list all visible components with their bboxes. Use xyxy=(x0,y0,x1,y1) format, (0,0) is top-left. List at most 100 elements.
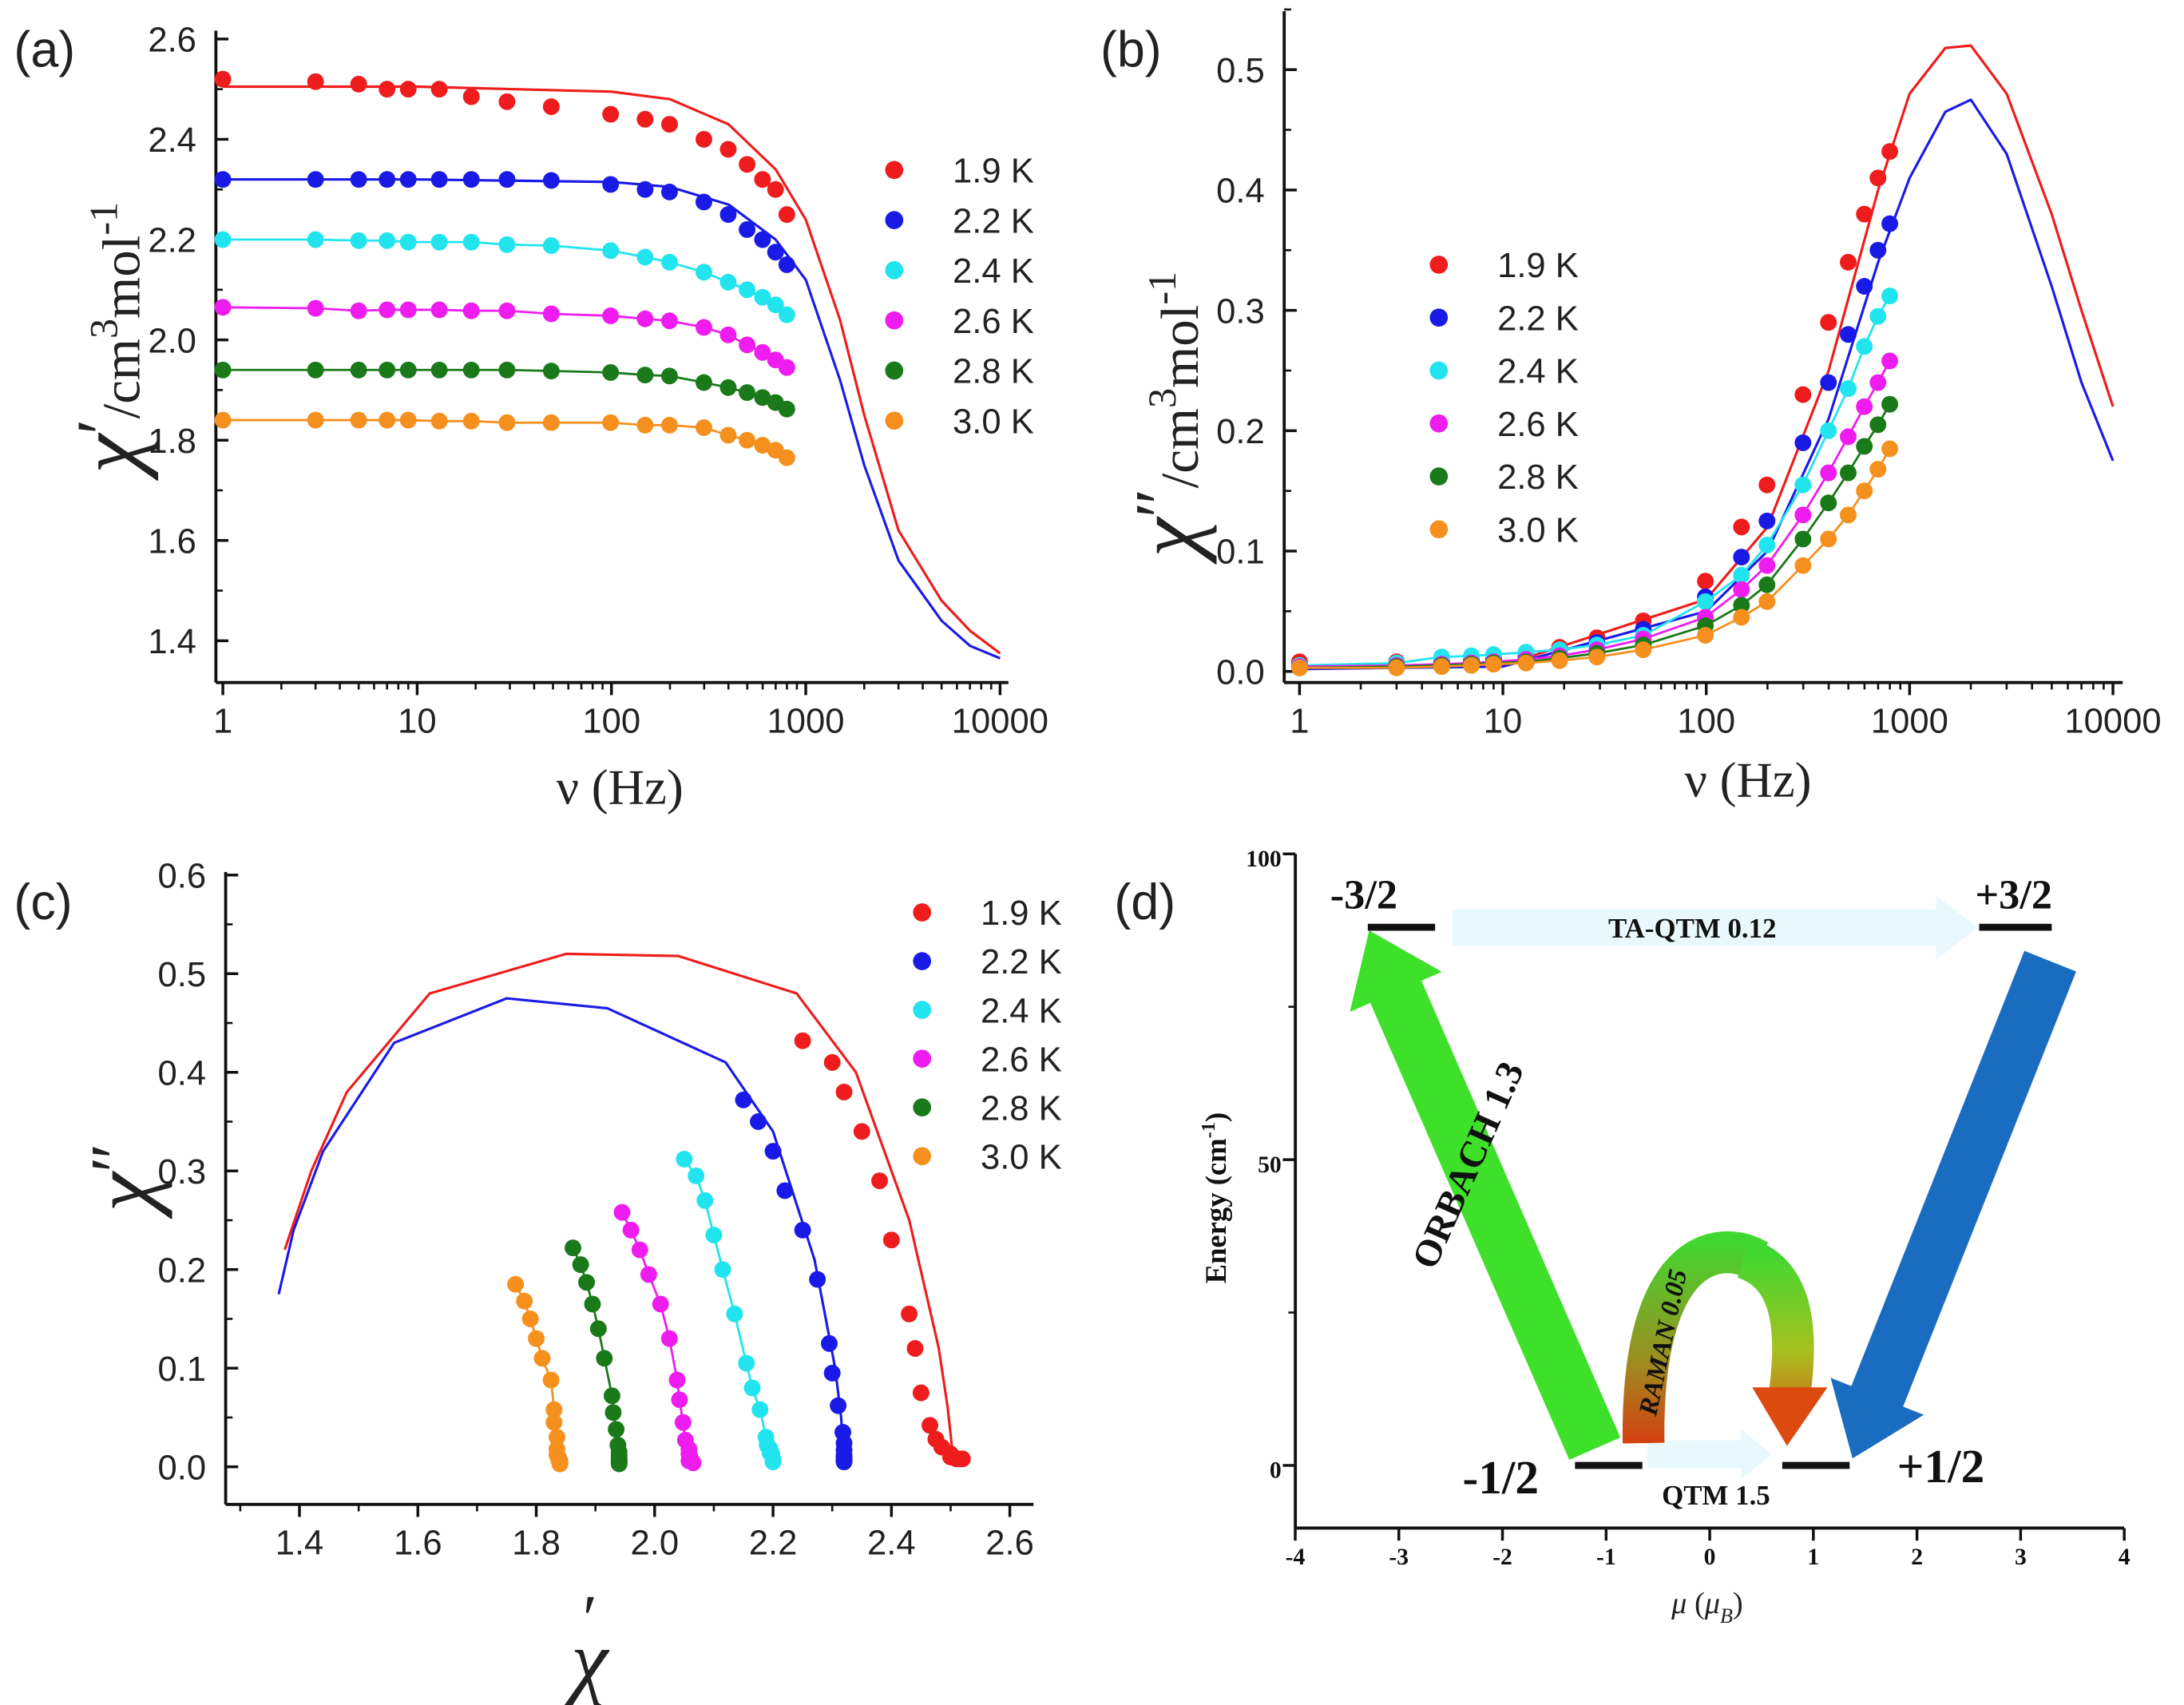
data-point xyxy=(1840,253,1857,271)
data-point xyxy=(823,1364,841,1382)
data-point xyxy=(1869,241,1887,259)
data-point xyxy=(350,302,367,319)
ta-qtm-label: TA-QTM 0.12 xyxy=(1608,913,1777,944)
data-point xyxy=(549,1441,565,1457)
y-tick-label: 0.0 xyxy=(1216,653,1265,692)
level-label: +1/2 xyxy=(1897,1440,1985,1493)
data-point xyxy=(739,221,756,238)
x-tick-label: 2.0 xyxy=(630,1525,679,1563)
data-point xyxy=(1840,464,1857,482)
data-point xyxy=(307,171,324,188)
data-point xyxy=(1881,440,1899,458)
x-tick-label: -3 xyxy=(1389,1544,1409,1570)
y-tick-label: 0.1 xyxy=(1216,533,1265,572)
legend-label: 1.9 K xyxy=(981,894,1062,933)
data-point xyxy=(498,414,516,431)
data-point xyxy=(738,1354,755,1372)
data-point xyxy=(778,206,795,224)
data-point xyxy=(1635,641,1652,659)
data-point xyxy=(1840,326,1857,343)
panel-label-a: (a) xyxy=(14,22,75,78)
legend-label: 2.2 K xyxy=(981,943,1062,981)
data-point xyxy=(696,130,712,148)
data-point xyxy=(1881,143,1899,161)
legend-c: 1.9 K 2.2 K 2.4 K 2.6 K 2.8 K 3.0 K xyxy=(913,894,1062,1176)
data-point xyxy=(350,171,367,188)
data-point xyxy=(636,180,654,198)
data-point xyxy=(739,336,756,354)
data-point xyxy=(1856,438,1873,455)
data-point xyxy=(462,233,480,251)
series-c-3-points xyxy=(613,1203,702,1472)
y-tick-label: 0.2 xyxy=(1216,413,1265,451)
data-point xyxy=(906,1340,924,1357)
legend-marker xyxy=(1429,414,1449,433)
data-point xyxy=(542,414,560,431)
data-point xyxy=(545,1414,563,1431)
x-tick-label: -1 xyxy=(1596,1544,1616,1570)
data-point xyxy=(668,1371,686,1389)
data-point xyxy=(533,1350,551,1367)
data-point xyxy=(853,1123,870,1140)
data-point xyxy=(767,296,784,314)
legend-label: 2.8 K xyxy=(981,1089,1062,1128)
data-point xyxy=(735,1091,752,1108)
data-point xyxy=(922,1417,938,1434)
series-a-1-points xyxy=(214,171,795,273)
data-point xyxy=(1869,307,1887,325)
data-point xyxy=(636,248,654,266)
fit-curve xyxy=(277,997,846,1465)
data-point xyxy=(602,363,620,381)
data-point xyxy=(399,361,417,379)
data-point xyxy=(307,231,324,248)
x-axis-label-d: μ (μB) xyxy=(1671,1587,1743,1628)
data-point xyxy=(640,1266,657,1283)
data-point xyxy=(901,1305,918,1322)
series-a-4-points xyxy=(214,361,795,418)
data-point xyxy=(1697,627,1714,644)
data-point xyxy=(1758,576,1776,593)
data-point xyxy=(1794,386,1812,403)
data-point xyxy=(636,416,654,434)
data-point xyxy=(823,1053,841,1071)
data-point xyxy=(1820,314,1837,331)
data-point xyxy=(739,384,756,402)
data-point xyxy=(660,416,678,434)
data-point xyxy=(608,1421,625,1438)
x-tick-label: 2.2 xyxy=(749,1525,798,1563)
data-point xyxy=(399,81,417,98)
data-point xyxy=(719,379,737,396)
data-point xyxy=(528,1330,545,1347)
x-tick-label: 10000 xyxy=(2064,702,2161,740)
data-point xyxy=(696,193,712,211)
legend-marker xyxy=(1429,520,1449,539)
data-point xyxy=(572,1256,589,1274)
data-point xyxy=(613,1203,631,1221)
data-point xyxy=(214,361,232,379)
data-point xyxy=(794,1221,811,1239)
x-tick-label: 1.4 xyxy=(275,1525,324,1563)
y-tick-label: 0.5 xyxy=(158,956,207,994)
data-point xyxy=(596,1350,613,1367)
data-point xyxy=(1733,609,1750,626)
y-axis-label-d: Energy (cm-1) xyxy=(1198,1112,1232,1284)
series-c-5-points xyxy=(507,1275,569,1473)
x-axis-label-c: χ′ xyxy=(564,1582,610,1705)
data-point xyxy=(757,1429,775,1446)
data-point xyxy=(809,1271,826,1288)
data-point xyxy=(1869,416,1887,434)
legend-marker xyxy=(913,1098,932,1117)
data-point xyxy=(834,1424,852,1441)
data-point xyxy=(719,206,737,224)
legend-label: 3.0 K xyxy=(953,402,1034,441)
x-tick-label: 1.6 xyxy=(394,1525,442,1563)
data-point xyxy=(696,319,712,336)
raman-arrow-head xyxy=(1752,1387,1828,1446)
legend-marker xyxy=(885,361,904,380)
data-point xyxy=(696,374,712,391)
data-point xyxy=(696,419,712,436)
data-point xyxy=(750,1113,767,1130)
data-point xyxy=(307,73,324,90)
relaxation-arrow xyxy=(1830,950,2076,1459)
y-tick-label: 1.6 xyxy=(148,522,196,561)
